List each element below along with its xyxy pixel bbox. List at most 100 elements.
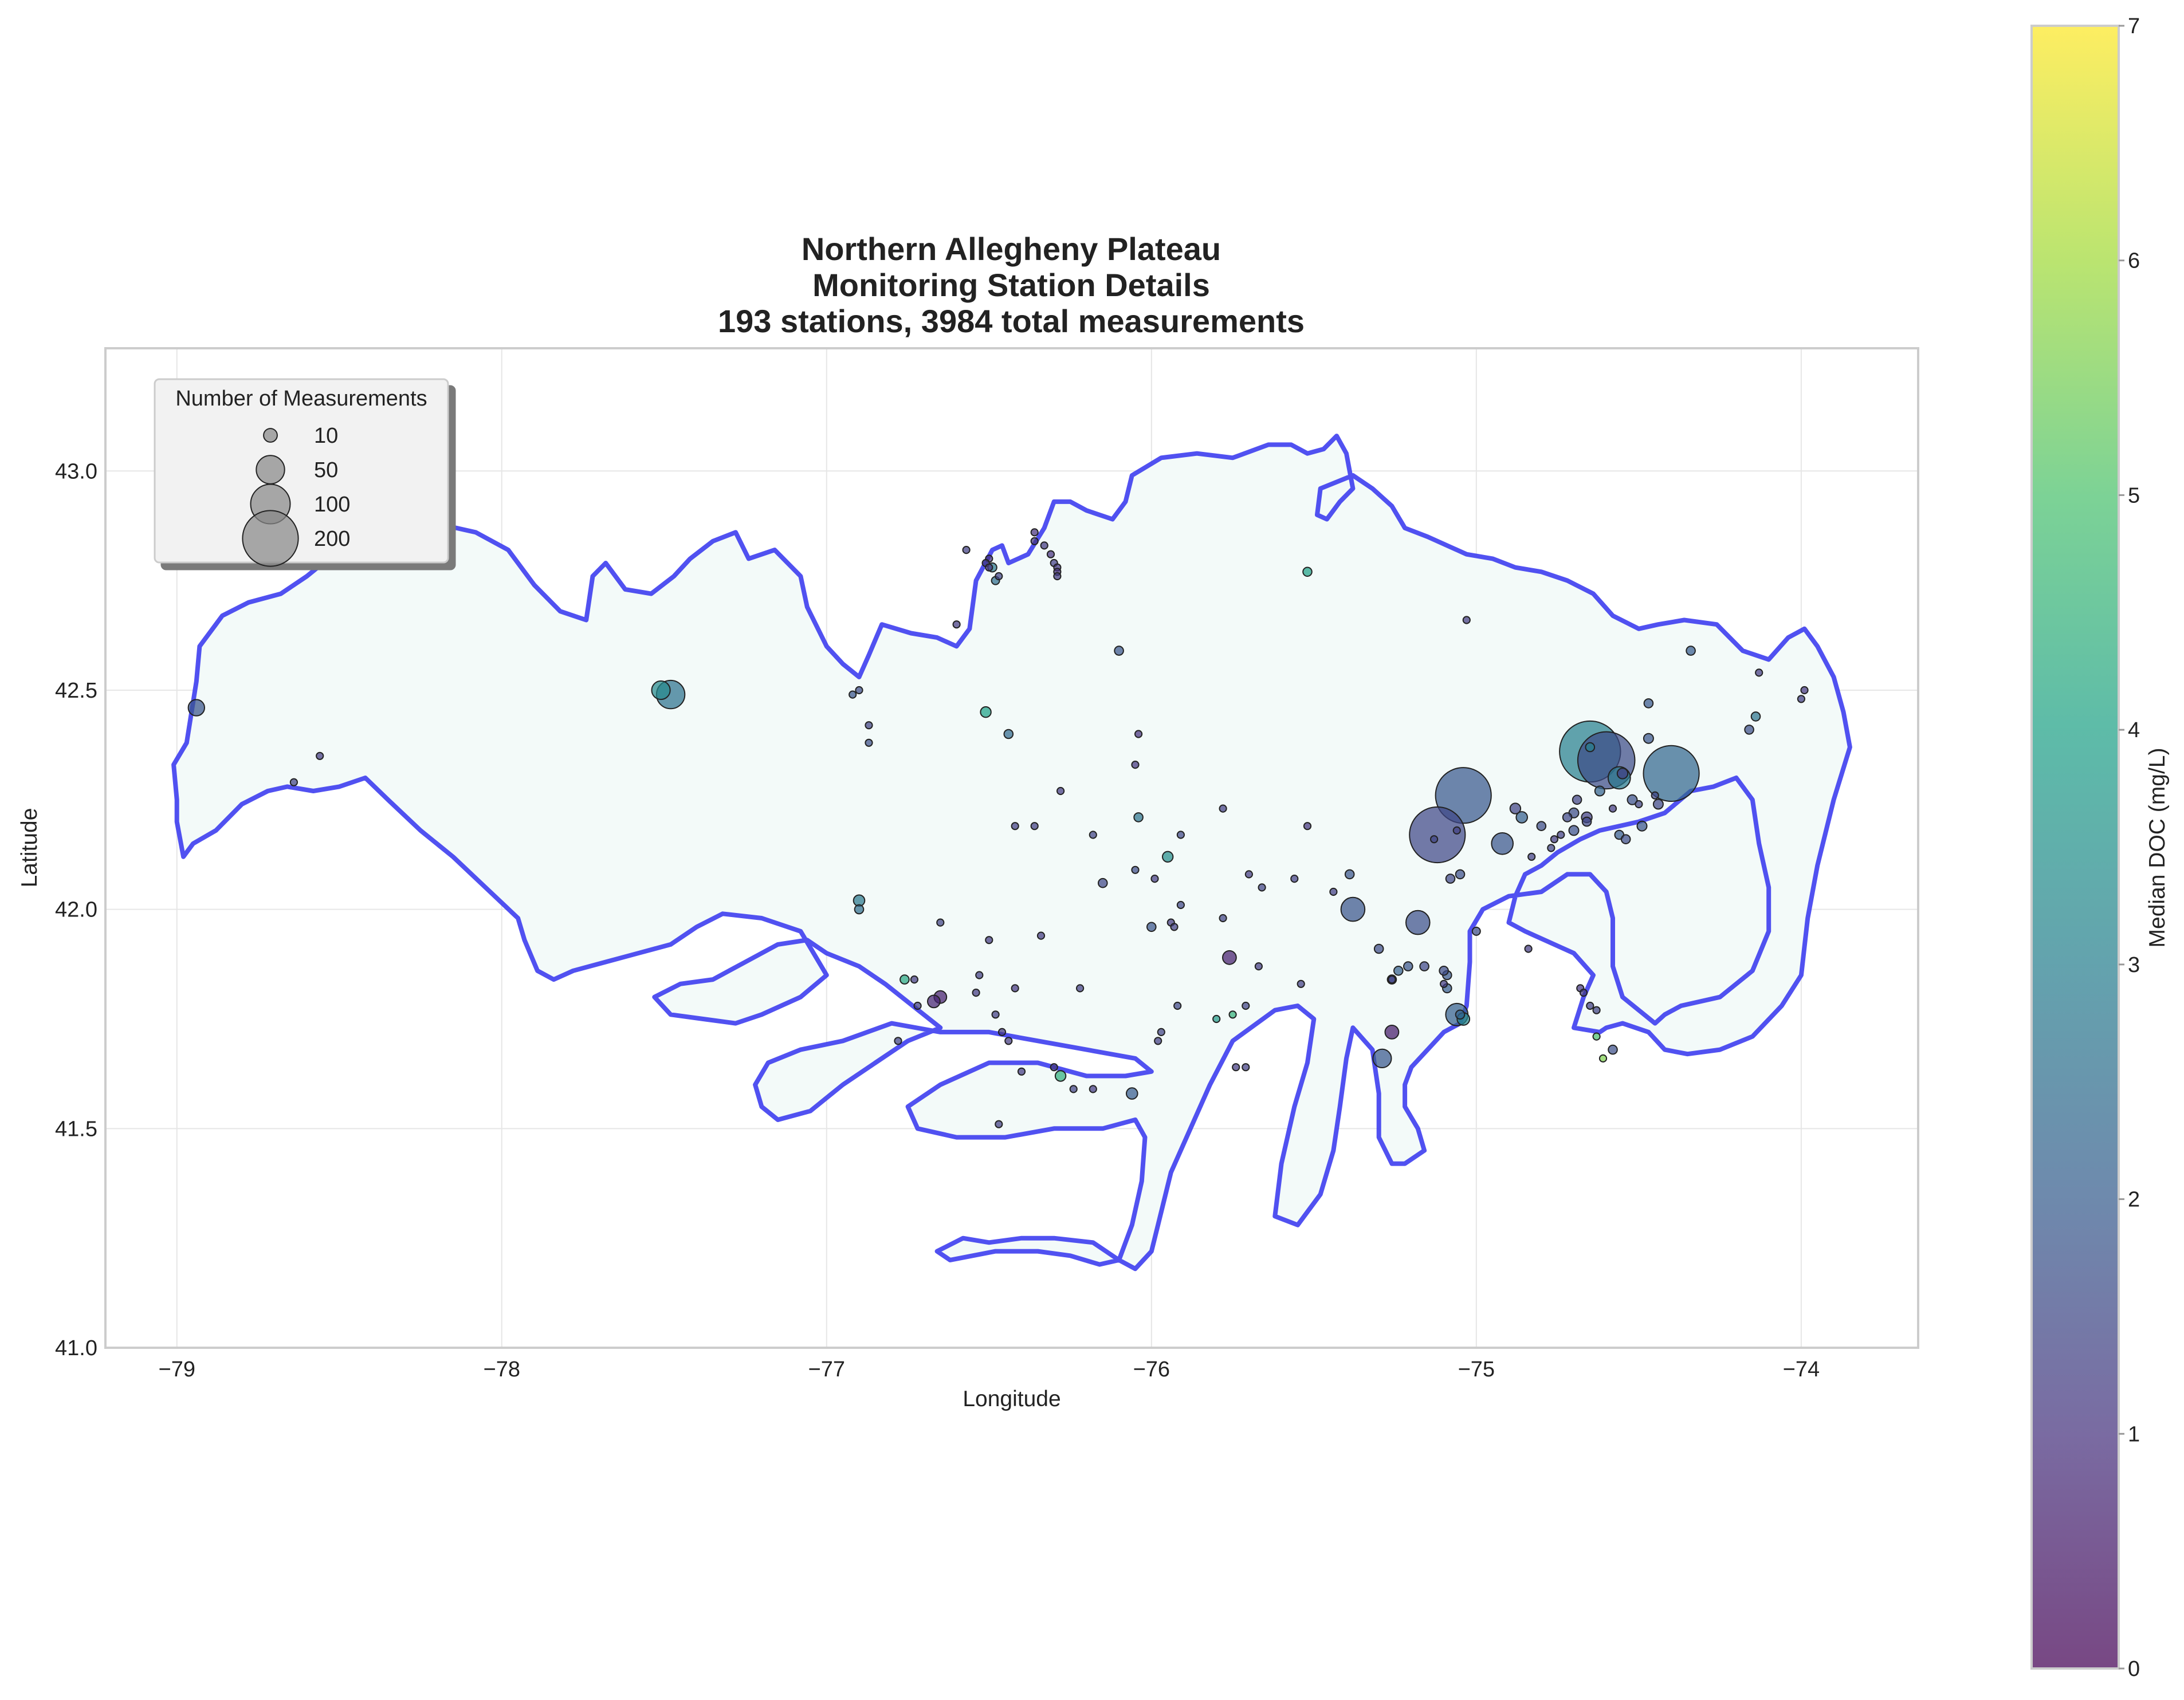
colorbar-tick-label: 2 bbox=[2128, 1188, 2140, 1212]
station-point bbox=[1222, 950, 1237, 965]
station-point bbox=[1054, 1070, 1067, 1082]
station-point bbox=[1232, 1063, 1240, 1072]
station-point bbox=[1445, 873, 1456, 884]
chart-title: Northern Allegheny Plateau Monitoring St… bbox=[718, 231, 1305, 339]
size-legend-label: 200 bbox=[314, 527, 350, 551]
station-point bbox=[1750, 711, 1761, 722]
station-point bbox=[1133, 812, 1144, 823]
station-point bbox=[1098, 877, 1108, 888]
station-point bbox=[1244, 870, 1253, 879]
station-point bbox=[1515, 811, 1528, 824]
station-point bbox=[865, 738, 873, 747]
station-point bbox=[1162, 851, 1174, 863]
station-point bbox=[1372, 1048, 1392, 1069]
station-point bbox=[899, 974, 910, 985]
colorbar-tick-label: 1 bbox=[2128, 1422, 2140, 1446]
plot-frame bbox=[104, 347, 1919, 1349]
colorbar-ticks: 0 1 2 3 4 5 6 7 bbox=[2119, 14, 2140, 1681]
station-point bbox=[1212, 1014, 1221, 1024]
station-point bbox=[1439, 966, 1449, 976]
station-point bbox=[1471, 926, 1481, 936]
station-point bbox=[1219, 804, 1227, 813]
x-tick-label: −76 bbox=[1133, 1357, 1170, 1382]
size-legend-marker bbox=[256, 455, 285, 485]
x-tick-label: −74 bbox=[1783, 1357, 1820, 1382]
station-point bbox=[1011, 984, 1019, 993]
station-point bbox=[1069, 1085, 1078, 1093]
station-point bbox=[1635, 800, 1643, 809]
station-point bbox=[1547, 844, 1555, 852]
x-tick-label: −78 bbox=[484, 1357, 520, 1382]
station-point bbox=[995, 572, 1003, 581]
station-point bbox=[1403, 961, 1413, 971]
station-point bbox=[1228, 1010, 1237, 1019]
station-point bbox=[1030, 528, 1039, 537]
station-point bbox=[997, 1028, 1007, 1037]
station-point bbox=[1579, 989, 1588, 997]
station-point bbox=[1176, 831, 1185, 839]
station-point bbox=[985, 563, 993, 572]
colorbar-gradient bbox=[2030, 25, 2120, 1670]
station-point bbox=[1608, 804, 1617, 813]
y-axis-label: Latitude bbox=[17, 808, 42, 888]
station-point bbox=[985, 936, 993, 945]
x-axis-label: Longitude bbox=[963, 1387, 1060, 1411]
station-point bbox=[1089, 1085, 1097, 1093]
colorbar-tick-label: 5 bbox=[2128, 483, 2140, 507]
title-line-2: Monitoring Station Details bbox=[812, 267, 1210, 303]
station-point bbox=[1797, 695, 1805, 703]
plateau-region bbox=[171, 434, 1852, 1272]
station-point bbox=[1076, 984, 1085, 993]
station-point bbox=[1592, 1006, 1601, 1014]
station-point bbox=[1620, 834, 1631, 844]
station-point bbox=[1388, 975, 1396, 984]
station-point bbox=[1491, 832, 1514, 855]
station-point bbox=[1524, 945, 1533, 953]
station-point bbox=[1536, 821, 1547, 831]
station-point bbox=[316, 751, 324, 760]
station-point bbox=[865, 721, 873, 730]
station-point bbox=[1430, 835, 1439, 844]
station-point bbox=[1004, 1037, 1013, 1045]
station-point bbox=[1036, 931, 1046, 940]
y-tick-label: 43.0 bbox=[55, 459, 97, 483]
x-tick-label: −79 bbox=[159, 1357, 195, 1382]
station-point bbox=[1616, 768, 1629, 780]
station-point bbox=[1329, 887, 1338, 896]
station-point bbox=[1527, 852, 1536, 861]
station-point bbox=[1800, 686, 1809, 695]
station-point bbox=[1154, 1037, 1162, 1045]
x-axis-ticks: −79 −78 −77 −76 −75 −74 bbox=[159, 1357, 1820, 1382]
size-legend-label: 50 bbox=[314, 458, 338, 482]
station-point bbox=[1419, 961, 1429, 971]
station-point bbox=[1455, 1009, 1466, 1020]
station-point bbox=[1627, 794, 1638, 805]
station-point bbox=[1592, 1032, 1601, 1041]
station-point bbox=[995, 1120, 1003, 1128]
station-point bbox=[1462, 616, 1471, 624]
size-legend-title: Number of Measurements bbox=[175, 387, 427, 411]
station-point bbox=[1030, 822, 1039, 831]
colorbar: 0 1 2 3 4 5 6 7 Median DOC (mg/L) bbox=[2030, 14, 2170, 1681]
station-point bbox=[1040, 541, 1048, 550]
station-point bbox=[1258, 883, 1266, 892]
title-line-3: 193 stations, 3984 total measurements bbox=[718, 303, 1305, 339]
x-tick-label: −75 bbox=[1458, 1357, 1495, 1382]
station-point bbox=[855, 686, 863, 695]
station-point bbox=[1373, 943, 1384, 954]
station-point bbox=[1003, 729, 1014, 739]
station-point bbox=[1550, 835, 1558, 844]
size-legend-entries: 10 50 100 200 bbox=[242, 424, 350, 567]
station-points bbox=[187, 528, 1809, 1128]
station-point bbox=[1585, 742, 1596, 753]
station-point bbox=[980, 706, 992, 718]
station-point bbox=[962, 546, 971, 554]
station-point bbox=[1557, 831, 1565, 839]
y-tick-label: 42.5 bbox=[55, 679, 97, 703]
station-point bbox=[1393, 966, 1404, 976]
size-legend-marker bbox=[263, 428, 278, 443]
station-point bbox=[1440, 979, 1448, 988]
station-point bbox=[1652, 798, 1664, 810]
station-point bbox=[1409, 806, 1466, 864]
